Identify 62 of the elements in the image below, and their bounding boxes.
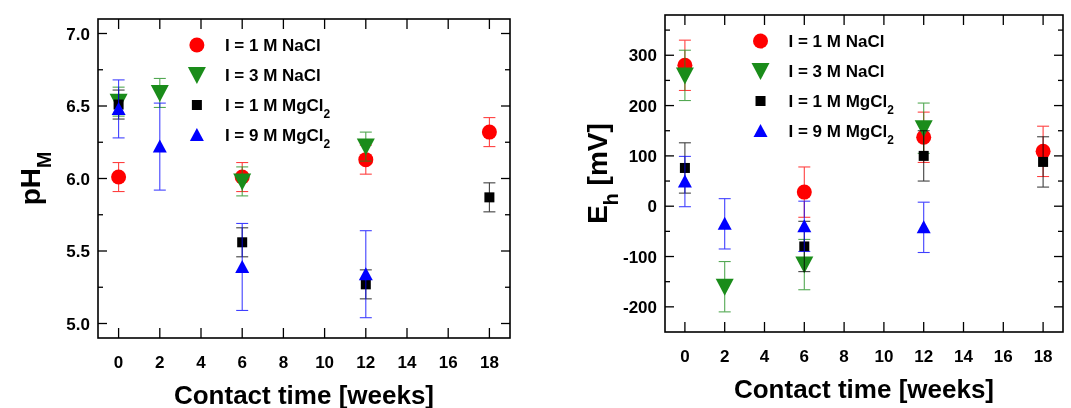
legend-label: I = 9 M MgCl$_{2}$ [224, 126, 331, 151]
x-tick-label: 2 [719, 347, 730, 366]
point [111, 101, 126, 115]
x-tick-label: 10 [315, 353, 335, 372]
point [918, 150, 929, 161]
point [797, 219, 812, 233]
point [150, 84, 169, 102]
x-tick-label: 14 [397, 353, 417, 372]
y-tick-label: -100 [622, 247, 657, 267]
point [717, 216, 732, 230]
x-tick-label: 6 [237, 353, 247, 372]
y-tick-label: 5.0 [66, 314, 90, 334]
x-tick-label: 12 [356, 353, 376, 372]
point [233, 173, 252, 191]
x-tick-label: 6 [799, 347, 810, 366]
legend-label: I = 1 M NaCl [788, 32, 885, 51]
legend-label: I = 9 M MgCl$_{2}$ [788, 122, 895, 147]
point [796, 184, 812, 200]
x-tick-label: 14 [954, 347, 974, 366]
x-tick-label: 16 [993, 347, 1013, 366]
point [1038, 156, 1049, 167]
point [111, 169, 127, 185]
x-tick-label: 8 [839, 347, 849, 366]
legend-label: I = 3 M NaCl [788, 62, 885, 81]
point [152, 139, 167, 153]
x-tick-label: 8 [278, 353, 289, 372]
legend-label: I = 1 M MgCl$_{2}$ [224, 96, 331, 121]
y-tick-label: 100 [628, 146, 657, 166]
point [914, 120, 933, 138]
point [356, 138, 375, 156]
y-tick-label: 300 [628, 46, 657, 66]
y-tick-label: 5.5 [66, 242, 90, 261]
x-axis-title: Contact time [weeks] [733, 374, 995, 404]
x-tick-label: 12 [914, 347, 934, 366]
y-tick-label: 0 [647, 197, 657, 217]
x-tick-label: 0 [680, 347, 690, 366]
legend-label: I = 3 M NaCl [224, 66, 321, 85]
point [481, 124, 497, 140]
point [235, 259, 250, 273]
legend-label: I = 1 M MgCl$_{2}$ [788, 92, 895, 117]
x-tick-label: 18 [1033, 347, 1053, 366]
x-tick-label: 4 [196, 353, 207, 372]
x-tick-label: 16 [438, 353, 458, 372]
x-tick-label: 0 [113, 353, 124, 372]
x-tick-label: 18 [479, 353, 499, 372]
y-tick-label: 6.5 [66, 97, 90, 116]
point [916, 220, 931, 234]
point [715, 278, 734, 296]
y-tick-label: 200 [628, 96, 657, 116]
point [677, 174, 692, 188]
point [675, 67, 694, 85]
y-tick-label: 6.0 [66, 169, 90, 189]
point [799, 241, 810, 252]
legend-label: I = 1 M NaCl [224, 36, 321, 55]
point [484, 192, 495, 203]
x-tick-label: 4 [759, 347, 770, 366]
x-tick-label: 2 [155, 353, 165, 372]
x-tick-label: 10 [874, 347, 894, 366]
y-tick-label: -200 [622, 297, 657, 317]
point [358, 267, 373, 281]
point [237, 237, 248, 248]
y-tick-label: 7.0 [66, 24, 90, 44]
